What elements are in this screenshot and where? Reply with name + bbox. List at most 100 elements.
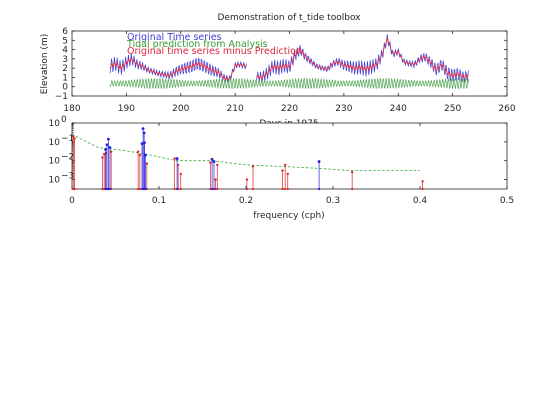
bottom-x-tick-label: 0.1 (152, 196, 166, 206)
insignificant-constituent-point (101, 156, 104, 159)
significant-constituent-base-point (107, 187, 110, 191)
significant-constituent-point (175, 157, 179, 160)
bottom-x-tick-label: 0.4 (413, 196, 428, 206)
insignificant-constituent-point (421, 180, 424, 183)
significant-constituent-base-point (108, 187, 112, 191)
bottom-y-tick-label: 10 (49, 157, 61, 167)
insignificant-constituent-point (350, 170, 354, 174)
top-x-tick-label: 210 (227, 104, 244, 114)
significant-constituent-point (141, 127, 145, 131)
insignificant-constituent-point (216, 163, 219, 167)
insignificant-constituent-base-point (286, 187, 289, 191)
significant-constituent-base-point (144, 187, 147, 191)
insignificant-constituent-point (145, 162, 149, 165)
top-x-tick-label: 190 (118, 104, 135, 114)
top-y-tick-label: 3 (62, 55, 68, 65)
insignificant-constituent-base-point (251, 187, 255, 191)
significant-constituent-point (144, 153, 147, 157)
insignificant-constituent-point (136, 150, 140, 153)
significant-constituent-point (106, 137, 110, 141)
insignificant-constituent-point (138, 153, 142, 157)
bottom-x-tick-label: 0.5 (500, 196, 514, 206)
top-y-tick-label: 5 (62, 36, 68, 46)
top-y-tick-label: 1 (62, 73, 68, 83)
top-y-axis-label: Elevation (m) (40, 34, 50, 94)
top-y-tick-label: 6 (62, 27, 68, 37)
insignificant-constituent-point (72, 134, 75, 138)
significant-constituent-point (143, 141, 146, 145)
bottom-y-tick-label: 10 (49, 176, 61, 186)
insignificant-constituent-point (251, 165, 255, 168)
insignificant-constituent-point (286, 172, 289, 176)
top-y-tick-label: 4 (62, 46, 68, 56)
significant-constituent-point (108, 146, 112, 149)
significant-constituent-base-point (175, 187, 179, 191)
figure-title: Demonstration of t_tide toolbox (218, 13, 362, 23)
insignificant-constituent-base-point (73, 187, 76, 191)
insignificant-constituent-point (173, 157, 176, 160)
insignificant-constituent-point (281, 169, 284, 172)
insignificant-constituent-base-point (216, 187, 219, 191)
top-y-tick-label: 2 (62, 64, 68, 74)
legend-entry-tidal: Tidal prediction from Analysis (126, 39, 268, 50)
top-x-tick-label: 180 (63, 104, 80, 114)
significant-constituent-point (210, 157, 214, 161)
insignificant-constituent-point (179, 172, 182, 176)
bottom-plot-frame (71, 122, 508, 190)
top-x-tick-label: 260 (498, 104, 515, 114)
bottom-series (71, 127, 424, 191)
legend-entry-residual: Original time series minus Prediction (127, 46, 302, 57)
insignificant-constituent-base-point (138, 187, 141, 191)
insignificant-constituent-base-point (421, 187, 424, 191)
bottom-y-tick-exponent: −2 (61, 153, 74, 163)
significant-constituent-point (142, 131, 146, 135)
insignificant-constituent-point (245, 178, 249, 181)
significant-constituent-point (105, 143, 109, 147)
significant-constituent-point (104, 147, 107, 151)
insignificant-constituent-base-point (351, 187, 354, 191)
top-x-tick-label: 230 (335, 104, 352, 114)
insignificant-constituent-base-point (284, 187, 287, 191)
bottom-x-axis-label: frequency (cph) (253, 211, 324, 221)
top-series (109, 34, 470, 90)
insignificant-constituent-base-point (101, 187, 104, 191)
significant-constituent-base-point (210, 187, 214, 191)
insignificant-constituent-point (209, 161, 212, 164)
significant-constituent-point (212, 160, 216, 163)
bottom-x-tick-label: 0.2 (239, 196, 253, 206)
top-x-tick-label: 250 (444, 104, 461, 114)
insignificant-constituent-base-point (137, 187, 140, 191)
significant-constituent-base-point (212, 187, 216, 191)
bottom-x-tick-label: 0 (69, 196, 75, 206)
top-x-tick-label: 200 (172, 104, 189, 114)
insignificant-constituent-point (283, 163, 287, 167)
top-x-tick-label: 240 (390, 104, 407, 114)
insignificant-constituent-point (73, 137, 76, 140)
top-y-tick-label: −1 (55, 92, 68, 102)
insignificant-constituent-base-point (179, 187, 182, 191)
top-x-tick-label: 220 (281, 104, 298, 114)
insignificant-constituent-base-point (281, 187, 284, 191)
bottom-x-tick-label: 0.3 (326, 196, 340, 206)
insignificant-constituent-base-point (173, 187, 176, 191)
bottom-y-tick-exponent: 0 (61, 115, 67, 125)
bottom-y-tick-label: 10 (49, 119, 61, 129)
series-tidal-prediction-line (109, 77, 470, 90)
top-y-tick-label: 0 (62, 83, 68, 93)
insignificant-constituent-point (214, 178, 217, 181)
significant-constituent-point (317, 160, 321, 163)
insignificant-constituent-point (176, 163, 180, 167)
top-legend: Original Time series Tidal prediction fr… (126, 32, 302, 57)
series-residual-line (109, 36, 469, 81)
significant-constituent-base-point (317, 187, 321, 191)
bottom-y-tick-exponent: −3 (61, 172, 74, 182)
legend-entry-original: Original Time series (127, 32, 222, 43)
bottom-y-tick-label: 10 (49, 138, 61, 148)
series-noise-level-line (71, 134, 420, 171)
bottom-y-tick-exponent: −1 (61, 134, 74, 144)
